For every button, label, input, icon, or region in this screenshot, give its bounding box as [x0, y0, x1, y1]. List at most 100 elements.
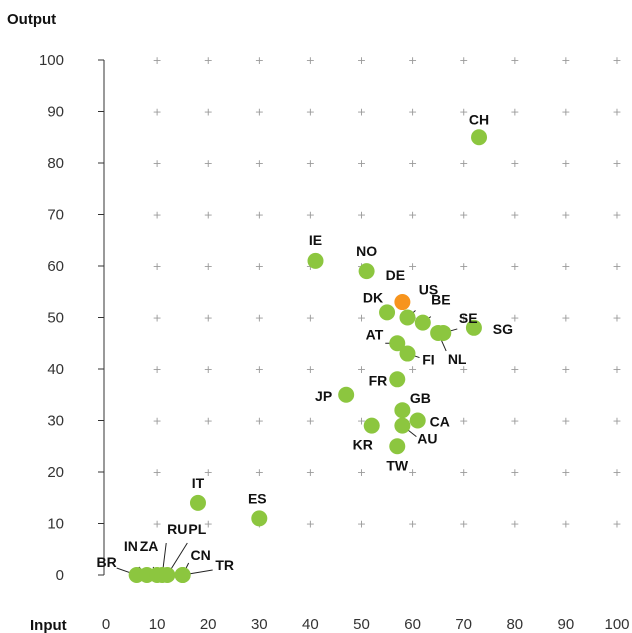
point-label-ie: IE	[309, 232, 322, 248]
grid-plus-marker: +	[255, 415, 264, 428]
data-point-tw	[389, 438, 406, 455]
grid-plus-marker: +	[408, 209, 417, 222]
grid-plus-marker: +	[357, 106, 366, 119]
y-tick-label: 90	[47, 104, 64, 121]
grid-plus-marker: +	[561, 54, 570, 67]
y-tick-label: 70	[47, 207, 64, 224]
y-tick-label: 80	[47, 155, 64, 172]
grid-plus-marker: +	[459, 312, 468, 325]
grid-plus-marker: +	[561, 363, 570, 376]
grid-plus-marker: +	[459, 157, 468, 170]
grid-plus-marker: +	[357, 157, 366, 170]
y-tick-label: 60	[47, 258, 64, 275]
x-tick-label: 0	[102, 616, 110, 633]
point-label-in: IN	[124, 538, 138, 554]
grid-plus-marker: +	[459, 209, 468, 222]
grid-plus-marker: +	[306, 106, 315, 119]
y-tick-label: 0	[56, 567, 64, 584]
grid-plus-marker: +	[306, 157, 315, 170]
grid-plus-marker: +	[612, 415, 621, 428]
grid-plus-marker: +	[306, 415, 315, 428]
point-label-cn: CN	[191, 547, 211, 563]
grid-plus-marker: +	[612, 312, 621, 325]
point-label-de: DE	[386, 267, 405, 283]
data-point-tr	[174, 567, 191, 583]
x-tick-label: 40	[302, 616, 319, 633]
grid-plus-marker: +	[357, 518, 366, 531]
data-point-pl	[159, 567, 176, 583]
grid-plus-marker: +	[408, 157, 417, 170]
grid-plus-marker: +	[459, 363, 468, 376]
data-point-ca	[409, 412, 426, 429]
y-axis-title: Output	[7, 11, 56, 28]
grid-plus-marker: +	[408, 54, 417, 67]
y-tick-label: 40	[47, 361, 64, 378]
grid-plus-marker: +	[612, 363, 621, 376]
grid-plus-marker: +	[204, 363, 213, 376]
grid-plus-marker: +	[408, 518, 417, 531]
point-label-pl: PL	[188, 521, 206, 537]
x-axis-title: Input	[30, 617, 67, 633]
grid-plus-marker: +	[306, 363, 315, 376]
grid-plus-marker: +	[612, 209, 621, 222]
grid-plus-marker: +	[204, 54, 213, 67]
data-point-at	[389, 335, 406, 352]
grid-plus-marker: +	[561, 518, 570, 531]
grid-plus-marker: +	[459, 466, 468, 479]
data-point-gb	[394, 402, 411, 419]
grid-plus-marker: +	[408, 106, 417, 119]
point-label-tr: TR	[215, 557, 234, 573]
grid-plus-marker: +	[255, 54, 264, 67]
y-tick-label: 10	[47, 516, 64, 533]
data-point-au	[394, 417, 411, 434]
grid-plus-marker: +	[510, 466, 519, 479]
grid-plus-marker: +	[152, 209, 161, 222]
grid-plus-marker: +	[152, 157, 161, 170]
grid-plus-marker: +	[204, 312, 213, 325]
grid-plus-marker: +	[152, 54, 161, 67]
point-label-se: SE	[459, 310, 478, 326]
point-label-us: US	[419, 282, 438, 298]
point-label-fi: FI	[422, 352, 434, 368]
grid-plus-marker: +	[561, 415, 570, 428]
grid-plus-marker: +	[357, 363, 366, 376]
point-label-fr: FR	[369, 372, 388, 388]
grid-plus-marker: +	[255, 466, 264, 479]
x-tick-label: 20	[200, 616, 217, 633]
grid-plus-marker: +	[255, 106, 264, 119]
grid-plus-marker: +	[357, 312, 366, 325]
y-tick-label: 100	[39, 52, 64, 69]
y-tick-labels: 0 10 20 30 40 50 60 70 80 90 100	[39, 52, 64, 584]
point-label-sg: SG	[493, 321, 513, 337]
grid-plus-marker: +	[510, 157, 519, 170]
point-label-es: ES	[248, 490, 267, 506]
x-tick-labels: 0 10 20 30 40 50 60 70 80 90 100	[102, 616, 630, 633]
grid-plus-marker: +	[561, 157, 570, 170]
y-tick-label: 20	[47, 464, 64, 481]
data-point-kr	[363, 417, 380, 434]
point-label-be: BE	[431, 292, 450, 308]
y-tick-label: 50	[47, 310, 64, 327]
grid-plus-marker: +	[459, 260, 468, 273]
grid-plus-marker: +	[561, 260, 570, 273]
grid-plus-marker: +	[561, 106, 570, 119]
grid-plus-marker: +	[510, 415, 519, 428]
grid-plus-marker: +	[561, 466, 570, 479]
data-point-dk	[379, 304, 396, 321]
grid-plus-marker: +	[255, 312, 264, 325]
x-tick-label: 90	[558, 616, 575, 633]
grid-plus-marker: +	[459, 415, 468, 428]
data-point-no	[358, 263, 375, 280]
point-label-au: AU	[417, 431, 437, 447]
grid-plus-marker: +	[152, 466, 161, 479]
data-point-sg	[465, 319, 482, 336]
grid-plus-marker: +	[306, 518, 315, 531]
data-point-ch	[471, 129, 488, 146]
grid-plus-marker: +	[204, 415, 213, 428]
grid-plus-marker: +	[204, 157, 213, 170]
grid-plus-marker: +	[612, 54, 621, 67]
point-label-za: ZA	[140, 538, 159, 554]
grid-plus-marker: +	[255, 157, 264, 170]
data-point-de	[394, 294, 411, 311]
